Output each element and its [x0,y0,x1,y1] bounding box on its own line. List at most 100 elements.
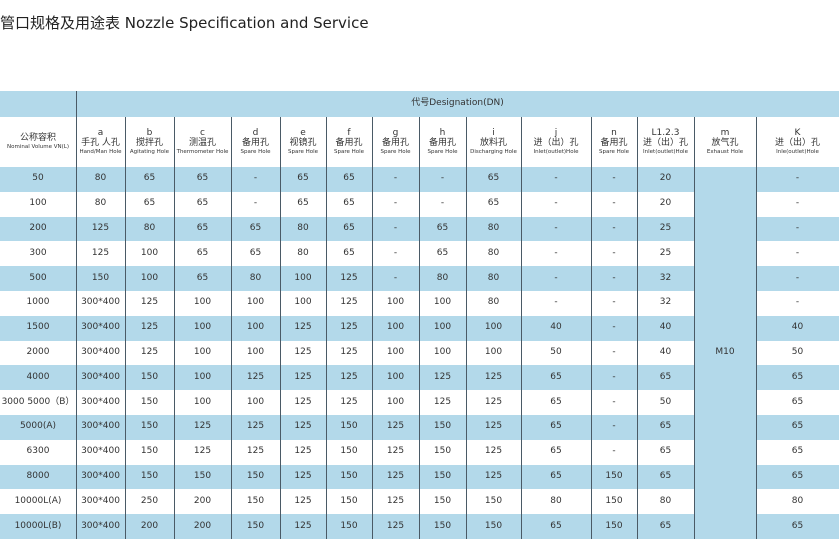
table-cell: - [756,217,839,242]
cell-text: - [554,198,558,209]
table-cell: - [521,266,591,291]
table-cell: 65 [637,514,694,539]
column-code: h [439,128,446,139]
column-code: L1.2.3 [651,128,680,139]
cell-text: 100 [386,371,405,382]
table-cell: 80 [125,217,174,242]
cell-text: 100 [433,322,452,333]
cell-text: - [612,247,616,258]
column-en: Discharging Hole [470,148,517,155]
cell-text: - [554,223,558,234]
table-cell: - [756,167,839,192]
cell-text: 125 [386,495,405,506]
column-header: f 备用孔 Spare Hole [326,117,372,167]
table-cell: 150 [326,489,372,514]
cell-text: 25 [659,223,672,234]
table-cell: 300*400 [76,514,125,539]
cell-text: 65 [196,223,209,234]
table-cell: 100 [372,316,419,341]
table-cell: 65 [756,365,839,390]
cell-text: 80 [94,173,107,184]
table-cell: 100 [0,192,76,217]
column-header: b 搅拌孔 Agitating Hole [125,117,174,167]
cell-text: - [440,173,445,184]
table-cell: 125 [372,489,419,514]
column-code: f [347,128,351,139]
table-cell: 80 [231,266,280,291]
table-cell: 80 [756,489,839,514]
cell-text: 100 [433,347,452,358]
column-header: g 备用孔 Spare Hole [372,117,419,167]
column-en: Agitating Hole [129,148,170,155]
table-cell: 80 [466,291,521,316]
table-cell: 300*400 [76,365,125,390]
table-cell: 150 [419,489,466,514]
table-cell: 125 [174,415,231,440]
cell-text: - [612,272,616,283]
table-cell: 125 [280,415,326,440]
cell-text: 125 [294,495,312,506]
column-en: Inlet(outlet)Hole [533,148,579,155]
column-code: d [252,128,259,139]
table-cell: 150 [591,465,637,490]
cell-text: 150 [433,421,452,432]
table-cell: 125 [280,316,326,341]
table-cell: 4000 [0,365,76,390]
table-cell: 65 [174,167,231,192]
table-cell: 100 [466,341,521,366]
table-cell: 100 [372,291,419,316]
cell-text: - [795,247,800,258]
designation: 代号Designation(DN) [411,98,504,109]
column-separator [636,117,638,539]
cell-text: 125 [294,347,312,358]
cell-text: 150 [193,471,212,482]
cell-text: 65 [297,198,309,209]
table-cell: 125 [280,465,326,490]
table-cell: 100 [174,291,231,316]
table-cell: 100 [231,316,280,341]
table-cell: 125 [125,291,174,316]
column-en: Spare Hole [427,148,458,155]
table-cell: 200 [174,489,231,514]
cell-text: 10000L(B) [14,520,62,531]
cell-text: 65 [196,173,209,184]
column-separator [520,117,522,539]
table-cell: - [591,241,637,266]
column-separator [230,117,232,539]
column-en: Spare Hole [287,148,319,155]
cell-text: 50 [32,173,44,184]
cell-text: 40 [791,322,804,333]
cell-text: - [612,421,616,432]
table-cell: 100 [174,365,231,390]
table-cell: 150 [326,440,372,465]
cell-text: 150 [484,495,503,506]
cell-text: 150 [140,396,159,407]
table-cell: 150 [231,489,280,514]
cell-text: 65 [791,396,804,407]
column-header: j 进（出）孔 Inlet(outlet)Hole [521,117,591,167]
table-cell: 150 [419,514,466,539]
cell-text: 65 [791,446,804,457]
table-cell: 125 [76,241,125,266]
column-separator [325,117,327,539]
table-cell: 100 [174,341,231,366]
cell-text: 100 [246,322,265,333]
m-value: M10 [715,347,735,358]
column-en: Spare Hole [380,148,411,155]
column-header: 公称容积 Nominal Volume VN(L) [0,117,76,167]
cell-text: 125 [484,446,503,457]
table-cell: 80 [521,489,591,514]
cell-text: 8000 [26,471,50,482]
cell-text: 80 [487,247,500,258]
cell-text: 150 [340,520,358,531]
table-cell: 300*400 [76,390,125,415]
column-header: n 备用孔 Spare Hole [591,117,637,167]
cell-text: 125 [193,421,212,432]
cell-text: 300*400 [81,495,120,506]
table-cell: 125 [280,365,326,390]
cell-text: 300*400 [81,322,120,333]
table-cell: 125 [326,341,372,366]
cell-text: 80 [297,247,309,258]
column-zh: 放料孔 [479,137,507,148]
column-zh: 进（出）孔 [642,137,688,148]
